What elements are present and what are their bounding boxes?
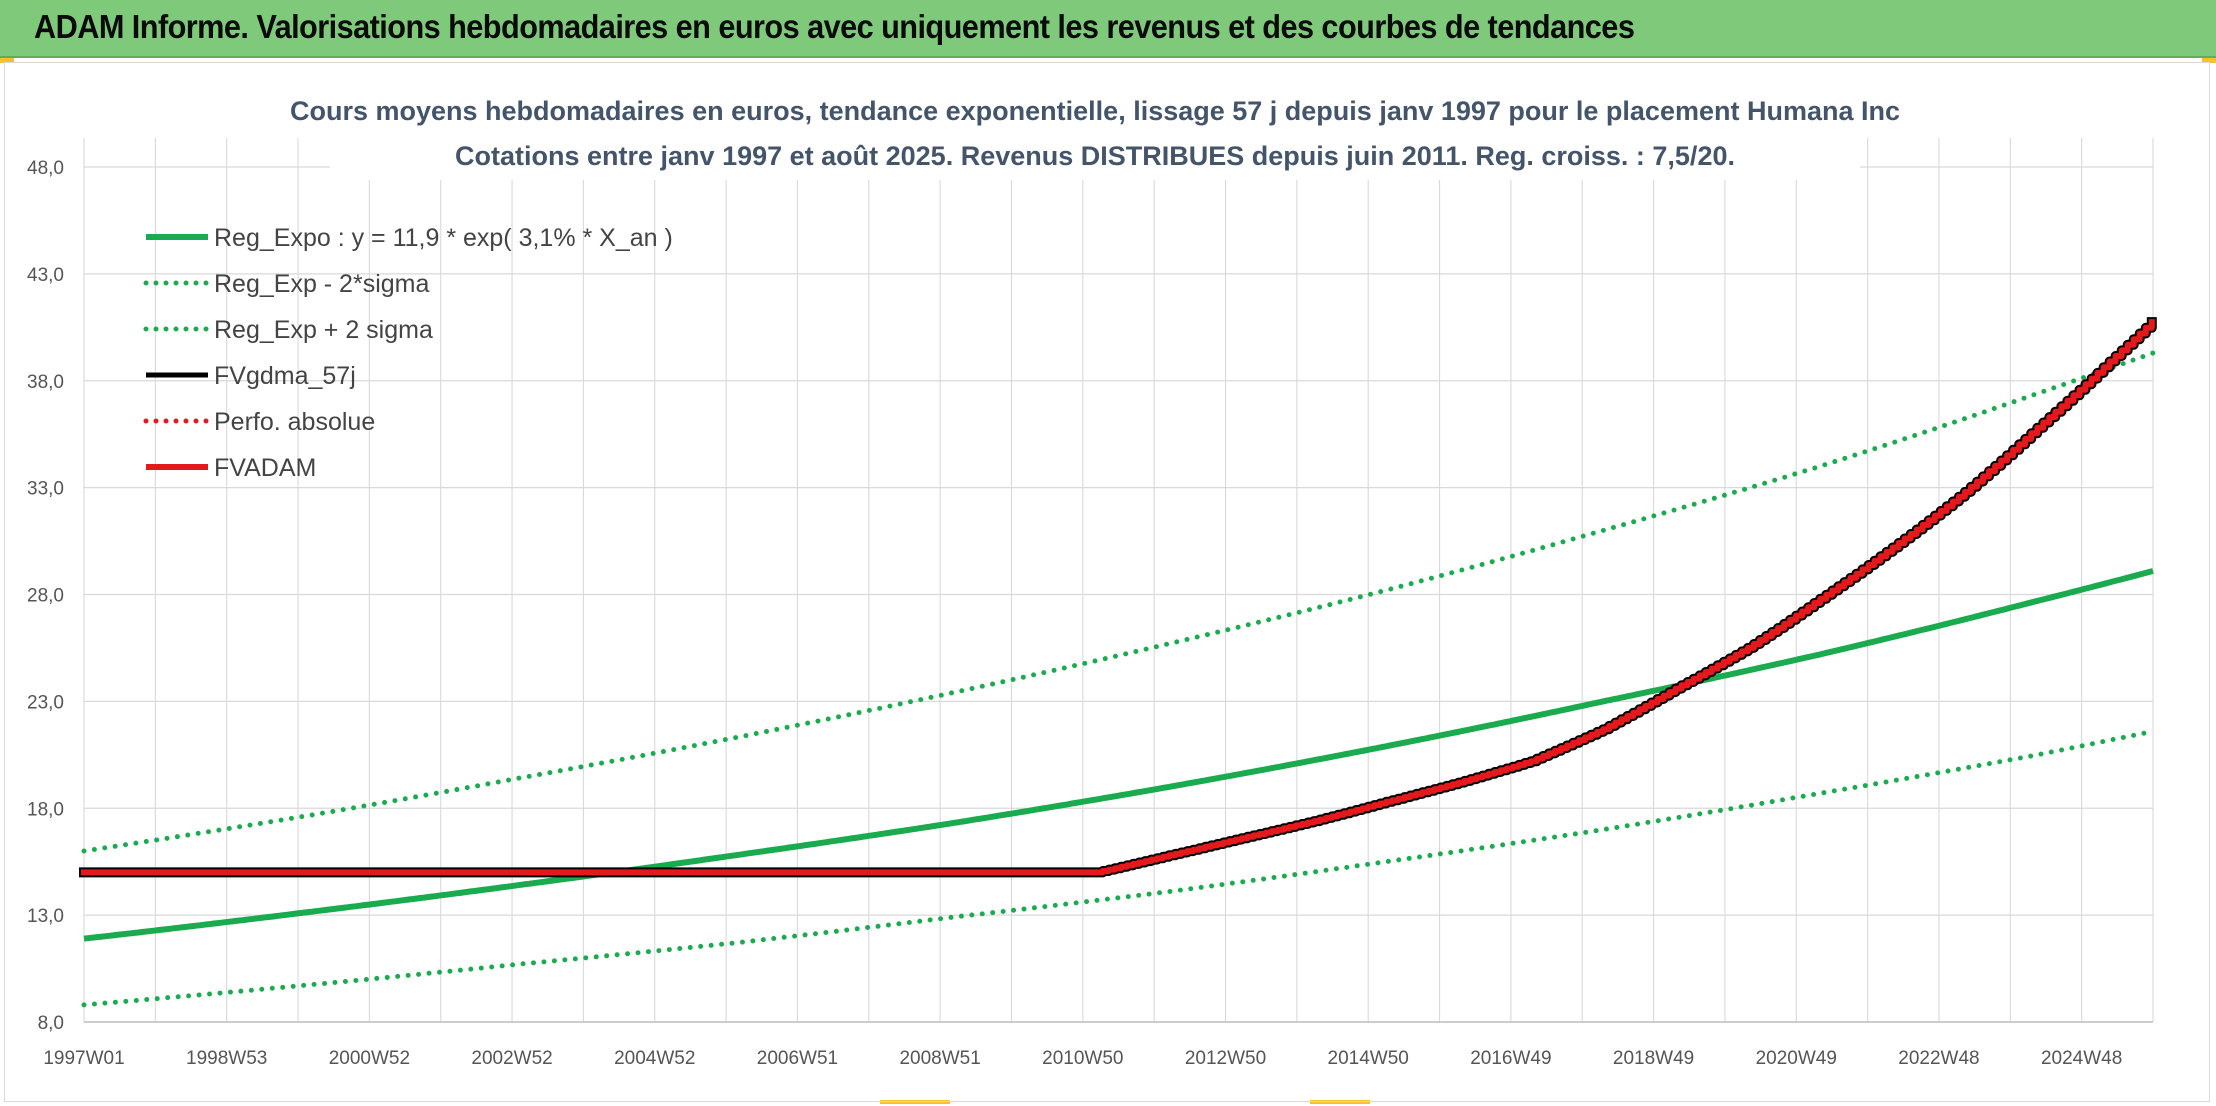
corner-mark-top-left — [0, 58, 14, 63]
y-tick-label: 8,0 — [38, 1013, 64, 1034]
chart-frame — [4, 62, 2210, 1102]
y-tick-label: 23,0 — [27, 692, 64, 713]
reg-exp-plus-2sigma-line — [81, 350, 2156, 854]
y-tick-label: 13,0 — [27, 906, 64, 927]
y-tick-label: 28,0 — [27, 586, 64, 607]
series-layer — [79, 317, 2157, 1008]
corner-mark-top-right — [2202, 58, 2216, 63]
x-tick-label: 1997W01 — [43, 1048, 124, 1069]
legend-label: Reg_Exp - 2*sigma — [214, 270, 429, 298]
x-tick-label: 2014W50 — [1328, 1048, 1409, 1069]
legend-item-fvadam: FVADAM — [146, 454, 316, 482]
legend-label: Reg_Exp + 2 sigma — [214, 316, 433, 344]
fvadam-line — [81, 319, 2155, 876]
legend-item-fvgdma: FVgdma_57j — [146, 362, 356, 390]
legend-item-reg-exp-plus: Reg_Exp + 2 sigma — [143, 316, 433, 344]
x-tick-label: 2010W50 — [1042, 1048, 1123, 1069]
y-axis-ticks: 8,0 13,0 18,0 23,0 28,0 33,0 38,0 43,0 48,0 — [27, 158, 64, 1034]
x-tick-label: 1998W53 — [186, 1048, 267, 1069]
legend-label: Perfo. absolue — [214, 408, 375, 436]
fvgdma-57j-line — [79, 317, 2157, 878]
corner-mark-bottom-right — [1310, 1100, 1370, 1104]
y-tick-label: 38,0 — [27, 372, 64, 393]
report-banner: ADAM Informe. Valorisations hebdomadaire… — [0, 0, 2216, 58]
chart-subtitle: Cotations entre janv 1997 et août 2025. … — [455, 141, 1735, 171]
chart-legend: Reg_Expo : y = 11,9 * exp( 3,1% * X_an )… — [143, 224, 673, 482]
reg-expo-line — [83, 568, 2154, 942]
x-tick-label: 2018W49 — [1613, 1048, 1694, 1069]
x-tick-label: 2020W49 — [1756, 1048, 1837, 1069]
legend-label: Reg_Expo : y = 11,9 * exp( 3,1% * X_an ) — [214, 224, 673, 252]
x-tick-label: 2024W48 — [2041, 1048, 2122, 1069]
legend-item-reg-exp-minus: Reg_Exp - 2*sigma — [143, 270, 429, 298]
legend-item-reg-expo: Reg_Expo : y = 11,9 * exp( 3,1% * X_an ) — [146, 224, 673, 252]
y-tick-label: 43,0 — [27, 265, 64, 286]
x-tick-label: 2012W50 — [1185, 1048, 1266, 1069]
x-tick-label: 2008W51 — [899, 1048, 980, 1069]
x-tick-label: 2022W48 — [1898, 1048, 1979, 1069]
x-tick-label: 2004W52 — [614, 1048, 695, 1069]
y-tick-label: 18,0 — [27, 799, 64, 820]
reg-exp-minus-2sigma-line — [81, 728, 2156, 1008]
chart-title: Cours moyens hebdomadaires en euros, ten… — [290, 96, 1900, 126]
legend-label: FVADAM — [214, 454, 316, 482]
legend-item-perfo-absolue: Perfo. absolue — [143, 408, 375, 436]
report-title: ADAM Informe. Valorisations hebdomadaire… — [34, 8, 1635, 45]
x-axis-ticks: 1997W01 1998W53 2000W52 2002W52 2004W52 2006W… — [43, 1048, 2122, 1069]
x-tick-label: 2006W51 — [757, 1048, 838, 1069]
legend-label: FVgdma_57j — [214, 362, 356, 390]
corner-mark-bottom-center — [880, 1100, 950, 1104]
title-backdrop — [330, 84, 1860, 180]
y-tick-label: 33,0 — [27, 479, 64, 500]
y-tick-label: 48,0 — [27, 158, 64, 179]
x-tick-label: 2002W52 — [471, 1048, 552, 1069]
x-tick-label: 2000W52 — [329, 1048, 410, 1069]
x-tick-label: 2016W49 — [1470, 1048, 1551, 1069]
